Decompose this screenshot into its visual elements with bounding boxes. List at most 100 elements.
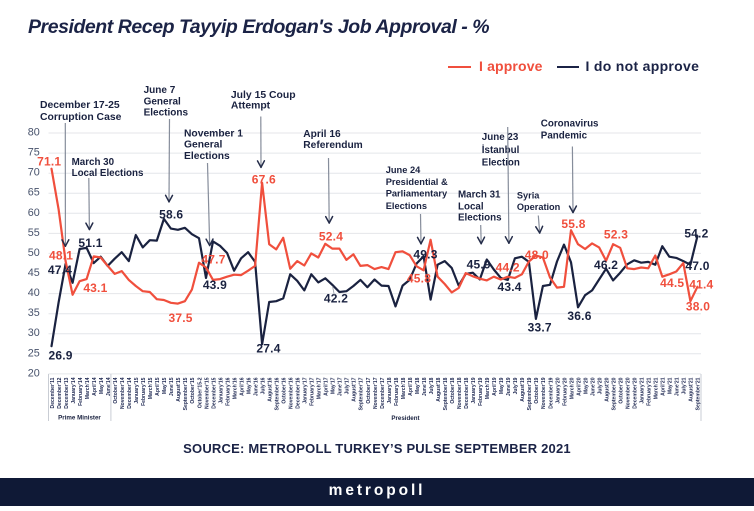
svg-text:Elections: Elections bbox=[144, 108, 189, 119]
svg-text:December'11: December'11 bbox=[50, 377, 56, 408]
svg-text:July'18: July'18 bbox=[429, 377, 435, 394]
svg-text:Prime Minister: Prime Minister bbox=[58, 415, 101, 422]
svg-text:55: 55 bbox=[28, 227, 40, 239]
svg-text:June'21: June'21 bbox=[675, 377, 681, 396]
svg-text:September'21: September'21 bbox=[696, 377, 702, 410]
svg-text:36.6: 36.6 bbox=[567, 309, 591, 323]
svg-text:April'17: April'17 bbox=[324, 377, 330, 396]
svg-text:Syria: Syria bbox=[517, 191, 540, 201]
svg-text:March'18: March'18 bbox=[401, 377, 407, 399]
svg-text:Presidential &: Presidential & bbox=[386, 177, 448, 187]
svg-text:June'20: June'20 bbox=[590, 377, 596, 396]
svg-text:45.9: 45.9 bbox=[467, 257, 491, 271]
svg-text:46.2: 46.2 bbox=[594, 258, 618, 272]
svg-text:June 23: June 23 bbox=[482, 132, 519, 143]
svg-text:52.4: 52.4 bbox=[319, 230, 343, 244]
svg-text:October'15: October'15 bbox=[190, 377, 196, 403]
svg-text:July'16: July'16 bbox=[260, 377, 266, 394]
svg-text:August'21: August'21 bbox=[689, 377, 695, 401]
svg-text:Attempt: Attempt bbox=[231, 101, 271, 112]
svg-text:March'14: March'14 bbox=[85, 377, 91, 399]
svg-text:August'18: August'18 bbox=[436, 377, 442, 401]
svg-text:September'19: September'19 bbox=[527, 377, 533, 410]
svg-text:June'16: June'16 bbox=[253, 377, 259, 396]
svg-text:February'21: February'21 bbox=[647, 377, 653, 406]
svg-text:May'18: May'18 bbox=[415, 377, 421, 394]
svg-text:April'15: April'15 bbox=[155, 377, 161, 396]
svg-text:March'19: March'19 bbox=[485, 377, 491, 399]
svg-text:June'19: June'19 bbox=[506, 377, 512, 396]
svg-text:December'13: December'13 bbox=[64, 377, 70, 408]
svg-text:January'20: January'20 bbox=[555, 377, 561, 403]
svg-text:April'20: April'20 bbox=[576, 377, 582, 396]
svg-text:45.8: 45.8 bbox=[407, 271, 431, 285]
svg-text:October'17: October'17 bbox=[366, 377, 372, 403]
svg-text:September'15: September'15 bbox=[183, 377, 189, 410]
svg-text:October'19: October'19 bbox=[534, 377, 540, 403]
svg-text:August'16: August'16 bbox=[268, 377, 274, 401]
svg-text:Election: Election bbox=[482, 158, 520, 169]
svg-text:44.5: 44.5 bbox=[660, 276, 684, 290]
svg-text:26.9: 26.9 bbox=[49, 349, 73, 363]
svg-text:November'20: November'20 bbox=[626, 377, 632, 409]
svg-text:April'21: April'21 bbox=[661, 377, 667, 396]
svg-text:April'19: April'19 bbox=[492, 377, 498, 396]
svg-text:Coronavirus: Coronavirus bbox=[541, 119, 599, 130]
svg-text:February'19: February'19 bbox=[478, 377, 484, 406]
svg-text:51.1: 51.1 bbox=[78, 236, 102, 250]
svg-text:October'18: October'18 bbox=[450, 377, 456, 403]
svg-text:March'17: March'17 bbox=[317, 377, 323, 399]
svg-text:March'21: March'21 bbox=[654, 377, 660, 399]
svg-text:42.2: 42.2 bbox=[324, 292, 348, 306]
svg-text:May'20: May'20 bbox=[583, 377, 589, 394]
svg-text:44.2: 44.2 bbox=[496, 261, 520, 275]
svg-text:27.4: 27.4 bbox=[256, 341, 280, 355]
svg-text:41.4: 41.4 bbox=[689, 278, 713, 292]
svg-text:General: General bbox=[184, 140, 222, 151]
svg-text:Elections: Elections bbox=[386, 201, 427, 211]
svg-text:38.0: 38.0 bbox=[686, 299, 710, 313]
svg-text:20: 20 bbox=[28, 367, 40, 379]
svg-text:52.3: 52.3 bbox=[604, 227, 628, 241]
svg-text:December'19: December'19 bbox=[548, 377, 554, 408]
svg-text:May'19: May'19 bbox=[499, 377, 505, 394]
svg-text:December'14: December'14 bbox=[127, 377, 133, 408]
svg-text:May'16: May'16 bbox=[246, 377, 252, 394]
svg-text:50: 50 bbox=[28, 247, 40, 259]
svg-text:October'20: October'20 bbox=[619, 377, 625, 403]
svg-text:July'19: July'19 bbox=[513, 377, 519, 394]
svg-text:47.0: 47.0 bbox=[685, 259, 709, 273]
svg-text:June 7: June 7 bbox=[144, 85, 176, 96]
svg-text:April'18: April'18 bbox=[408, 377, 414, 396]
svg-text:August'19: August'19 bbox=[520, 377, 526, 401]
svg-text:February'14: February'14 bbox=[78, 377, 84, 406]
svg-text:60: 60 bbox=[28, 207, 40, 219]
svg-text:October'16: October'16 bbox=[282, 377, 288, 403]
svg-text:February'18: February'18 bbox=[394, 377, 400, 406]
svg-text:January'21: January'21 bbox=[640, 377, 646, 403]
svg-text:June 24: June 24 bbox=[386, 165, 421, 175]
svg-text:25: 25 bbox=[28, 347, 40, 359]
svg-text:June'18: June'18 bbox=[422, 377, 428, 396]
svg-text:September'20: September'20 bbox=[611, 377, 617, 410]
svg-text:Parliamentary: Parliamentary bbox=[386, 189, 448, 199]
svg-text:33.7: 33.7 bbox=[528, 320, 552, 334]
svg-text:43.1: 43.1 bbox=[83, 281, 107, 295]
svg-text:Pandemic: Pandemic bbox=[541, 130, 588, 141]
svg-text:71.1: 71.1 bbox=[37, 155, 61, 169]
svg-text:May'15: May'15 bbox=[162, 377, 168, 394]
svg-text:58.6: 58.6 bbox=[159, 208, 183, 222]
svg-text:45: 45 bbox=[28, 267, 40, 279]
svg-text:May'17: May'17 bbox=[331, 377, 337, 394]
svg-text:40: 40 bbox=[28, 287, 40, 299]
svg-text:January'17: January'17 bbox=[303, 377, 309, 403]
svg-text:Elections: Elections bbox=[458, 212, 502, 223]
svg-text:November'18: November'18 bbox=[457, 377, 463, 409]
svg-text:March'20: March'20 bbox=[569, 377, 575, 399]
svg-text:September'16: September'16 bbox=[275, 377, 281, 410]
svg-text:August'17: August'17 bbox=[352, 377, 358, 401]
svg-text:July'20: July'20 bbox=[597, 377, 603, 394]
svg-text:June'15: June'15 bbox=[169, 377, 175, 396]
svg-text:47.7: 47.7 bbox=[201, 252, 225, 266]
svg-text:37.5: 37.5 bbox=[169, 311, 193, 325]
